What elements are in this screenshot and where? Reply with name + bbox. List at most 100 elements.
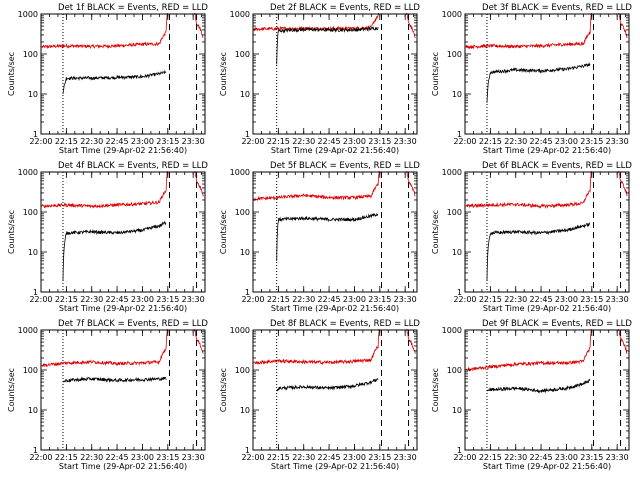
x-tick-label: 22:00 — [29, 137, 52, 146]
x-tick-label: 22:45 — [106, 453, 129, 462]
x-tick-label: 22:30 — [292, 453, 315, 462]
y-tick-label: 1000 — [18, 326, 38, 335]
x-tick-label: 23:30 — [606, 295, 629, 304]
series-line — [486, 378, 591, 394]
y-tick-label: 10 — [28, 248, 38, 257]
y-tick-label: 1000 — [230, 168, 250, 177]
x-tick-label: 22:45 — [318, 453, 341, 462]
y-tick-label: 10 — [452, 248, 462, 257]
y-tick-label: 1 — [457, 288, 462, 297]
panel-title: Det 5f BLACK = Events, RED = LLD — [270, 161, 420, 171]
x-tick-label: 23:30 — [182, 453, 205, 462]
x-tick-label: 22:00 — [29, 295, 52, 304]
x-tick-label: 23:15 — [368, 453, 391, 462]
y-tick-label: 10 — [240, 406, 250, 415]
x-axis-label: Start Time (29-Apr-02 21:56:40) — [271, 146, 399, 155]
plot-frame — [40, 329, 206, 451]
x-tick-label: 23:30 — [606, 453, 629, 462]
series-line — [465, 171, 628, 209]
panel: Det 5f BLACK = Events, RED = LLD 1 10 100 10… — [219, 161, 420, 313]
y-tick-label: 100 — [235, 366, 250, 375]
y-tick-label: 1000 — [230, 10, 250, 19]
panel: Det 9f BLACK = Events, RED = LLD 1 10 100 10… — [431, 319, 632, 471]
x-tick-label: 22:15 — [479, 453, 502, 462]
y-tick-label: 10 — [28, 406, 38, 415]
x-tick-label: 23:15 — [156, 295, 179, 304]
y-tick-label: 100 — [23, 208, 38, 217]
x-tick-label: 23:00 — [343, 453, 366, 462]
x-tick-label: 22:15 — [267, 453, 290, 462]
y-tick-label: 1 — [457, 130, 462, 139]
x-tick-label: 23:15 — [580, 295, 603, 304]
y-tick-label: 1 — [457, 446, 462, 455]
x-tick-label: 23:15 — [580, 453, 603, 462]
y-tick-label: 1 — [245, 288, 250, 297]
y-tick-label: 1000 — [442, 10, 462, 19]
panel-title: Det 2f BLACK = Events, RED = LLD — [270, 3, 420, 13]
y-tick-label: 10 — [28, 90, 38, 99]
plot-frame — [252, 329, 418, 451]
plot-frame — [464, 329, 630, 451]
panel: Det 3f BLACK = Events, RED = LLD 1 10 100 10… — [431, 3, 632, 155]
series-line — [276, 377, 379, 392]
x-tick-label: 23:00 — [555, 137, 578, 146]
y-tick-label: 100 — [23, 366, 38, 375]
x-tick-label: 22:15 — [55, 295, 78, 304]
y-tick-label: 1000 — [230, 326, 250, 335]
series-line — [465, 329, 628, 372]
series-line — [62, 376, 167, 383]
plot-frame — [464, 13, 630, 135]
series-line — [253, 329, 416, 366]
y-axis-label: Counts/sec — [7, 210, 16, 254]
x-tick-label: 22:15 — [55, 137, 78, 146]
y-tick-label: 10 — [452, 90, 462, 99]
series-line — [41, 13, 204, 50]
y-tick-label: 1 — [245, 130, 250, 139]
series-line — [62, 220, 167, 281]
x-tick-label: 23:30 — [394, 137, 417, 146]
series-line — [276, 212, 379, 261]
y-tick-label: 10 — [452, 406, 462, 415]
x-tick-label: 22:30 — [292, 137, 315, 146]
x-tick-label: 23:30 — [182, 137, 205, 146]
x-axis-label: Start Time (29-Apr-02 21:56:40) — [483, 146, 611, 155]
x-tick-label: 22:30 — [504, 295, 527, 304]
panel-title: Det 4f BLACK = Events, RED = LLD — [58, 161, 208, 171]
panel: Det 8f BLACK = Events, RED = LLD 1 10 100 10… — [219, 319, 420, 471]
x-axis-label: Start Time (29-Apr-02 21:56:40) — [59, 304, 187, 313]
panel-title: Det 9f BLACK = Events, RED = LLD — [482, 319, 632, 329]
x-tick-label: 22:30 — [80, 295, 103, 304]
y-tick-label: 100 — [235, 50, 250, 59]
x-axis-label: Start Time (29-Apr-02 21:56:40) — [271, 304, 399, 313]
x-axis-label: Start Time (29-Apr-02 21:56:40) — [271, 462, 399, 471]
x-tick-label: 23:00 — [131, 453, 154, 462]
x-tick-label: 22:45 — [106, 137, 129, 146]
y-axis-label: Counts/sec — [431, 210, 440, 254]
x-tick-label: 23:00 — [131, 295, 154, 304]
x-tick-label: 22:00 — [453, 295, 476, 304]
series-line — [486, 62, 591, 103]
panel-title: Det 3f BLACK = Events, RED = LLD — [482, 3, 632, 13]
y-tick-label: 1 — [33, 288, 38, 297]
y-tick-label: 1 — [33, 446, 38, 455]
x-tick-label: 22:15 — [479, 295, 502, 304]
y-tick-label: 1 — [245, 446, 250, 455]
x-tick-label: 22:30 — [80, 137, 103, 146]
y-axis-label: Counts/sec — [431, 368, 440, 412]
x-tick-label: 22:00 — [453, 453, 476, 462]
panel: Det 1f BLACK = Events, RED = LLD 1 10 100 10… — [7, 3, 208, 155]
y-axis-label: Counts/sec — [7, 368, 16, 412]
panel: Det 7f BLACK = Events, RED = LLD 1 10 100 10… — [7, 319, 208, 471]
y-axis-label: Counts/sec — [219, 52, 228, 96]
x-tick-label: 22:15 — [267, 295, 290, 304]
y-axis-label: Counts/sec — [219, 210, 228, 254]
x-tick-label: 22:00 — [453, 137, 476, 146]
series-line — [253, 171, 416, 201]
x-tick-label: 22:45 — [530, 453, 553, 462]
x-tick-label: 22:30 — [292, 295, 315, 304]
y-tick-label: 10 — [240, 248, 250, 257]
x-tick-label: 23:30 — [606, 137, 629, 146]
y-tick-label: 1 — [33, 130, 38, 139]
